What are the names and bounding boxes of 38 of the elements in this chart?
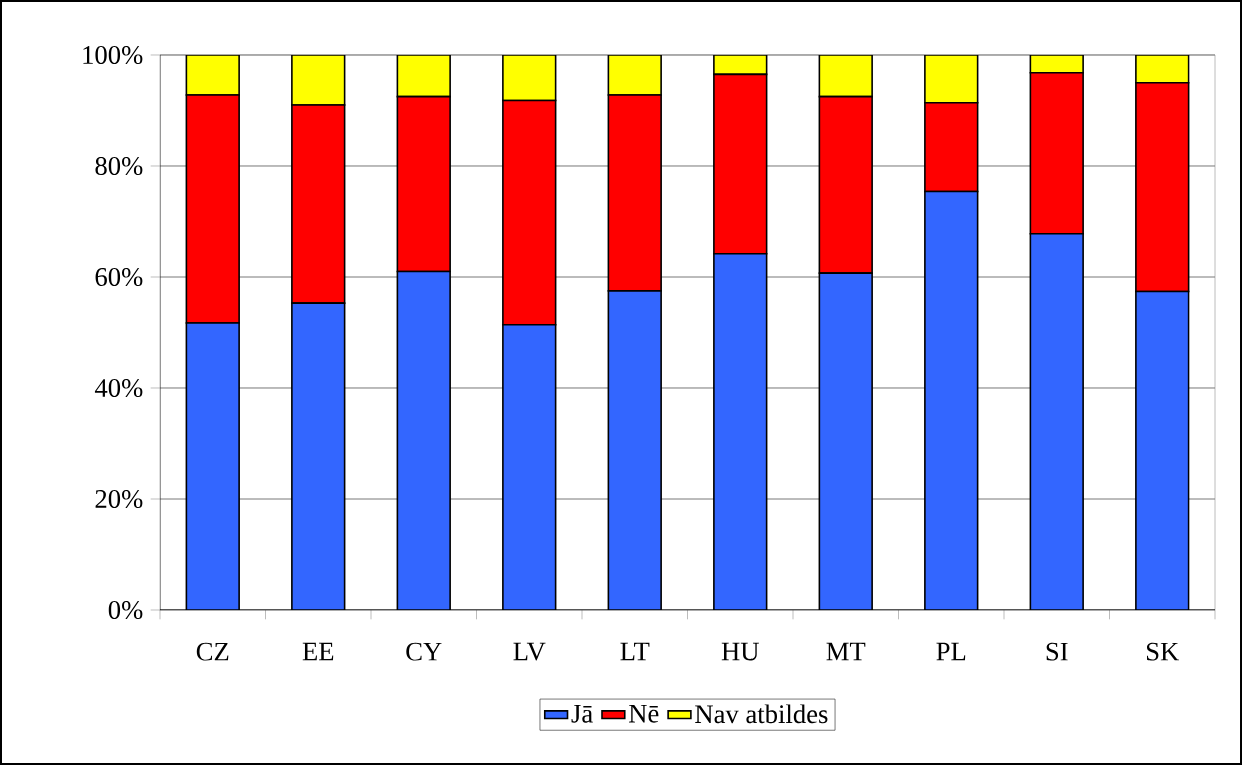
y-tick-label: 0% <box>108 600 143 620</box>
x-tick-label: CZ <box>196 642 229 661</box>
bar <box>713 55 768 76</box>
bar <box>291 55 346 106</box>
x-tick-label: MT <box>826 642 866 661</box>
x-tick-label: SI <box>1046 642 1068 661</box>
bar <box>818 55 873 98</box>
bar <box>924 55 979 104</box>
bar <box>502 55 557 102</box>
bar <box>1029 232 1084 610</box>
bar <box>1135 55 1190 84</box>
x-tick-label: PL <box>936 642 966 661</box>
legend-label: Nē <box>629 704 659 723</box>
y-tick-label: 60% <box>95 267 143 287</box>
bar <box>185 55 240 96</box>
bar <box>713 252 768 610</box>
legend-label: Jā <box>571 704 593 723</box>
bar <box>607 55 662 96</box>
y-tick-label: 40% <box>94 378 143 398</box>
x-tick-label: HU <box>721 642 759 661</box>
x-tick-label: LT <box>620 642 650 661</box>
bar <box>502 323 557 610</box>
bar <box>818 272 873 610</box>
x-tick-label: CY <box>406 642 442 661</box>
y-tick-label: 80% <box>95 156 143 176</box>
bar <box>396 55 451 98</box>
bar <box>396 270 451 610</box>
x-tick-label: SK <box>1146 642 1180 661</box>
x-tick-label: LV <box>513 642 546 661</box>
y-tick-label: 100% <box>83 45 143 65</box>
bar <box>291 302 346 610</box>
bar <box>924 190 979 610</box>
legend-label: Nav atbildes <box>695 704 828 724</box>
x-tick-label: EE <box>302 642 334 661</box>
bar <box>607 290 662 610</box>
y-tick-label: 20% <box>95 489 143 509</box>
bar <box>1135 290 1190 610</box>
bar <box>185 322 240 610</box>
